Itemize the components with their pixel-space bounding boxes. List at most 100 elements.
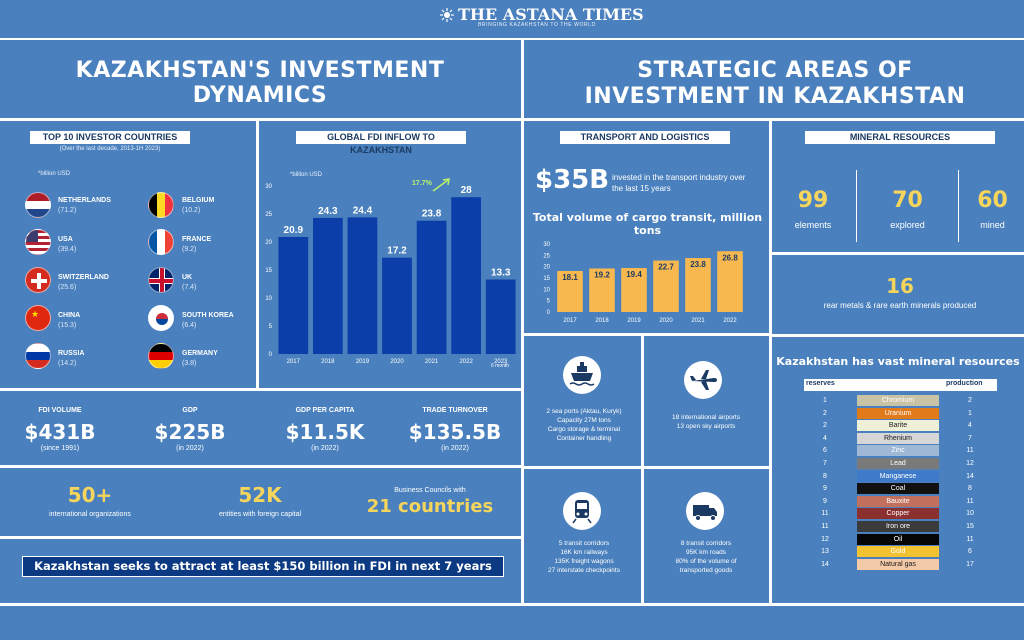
reserves-rank: 11: [821, 523, 829, 530]
air-line-1: 13 open sky airports: [676, 423, 736, 430]
road-text: 8 transit corridors 95K km roads 80% of …: [646, 539, 766, 575]
y-tick-label: 30: [543, 242, 550, 248]
mineral-name: Copper: [857, 508, 939, 520]
left-title-underline: [0, 118, 521, 121]
right-title: STRATEGIC AREAS OF INVESTMENT IN KAZAKHS…: [584, 58, 966, 109]
bar: [621, 268, 647, 312]
production-rank: 14: [966, 472, 974, 480]
investor-name-5: BELGIUM: [182, 197, 215, 204]
y-tick-label: 15: [265, 268, 272, 274]
transport-right-border: [769, 121, 772, 603]
rail-line-3: 27 interstate checkpoints: [548, 567, 620, 574]
investor-value-5: (10.2): [182, 207, 201, 214]
y-tick-label: 25: [265, 212, 272, 218]
reserves-rank: 13: [821, 548, 829, 556]
truck-icon: [686, 492, 724, 530]
y-tick-label: 5: [547, 299, 551, 305]
mineral-name: Bauxite: [857, 495, 939, 507]
data-label: 13.3: [491, 268, 511, 279]
investors-right-border: [256, 121, 259, 389]
investors-bottom-border: [0, 388, 521, 391]
mineral-name: Barite: [857, 420, 939, 432]
data-label: 19.2: [594, 270, 610, 279]
investor-name-8: SOUTH KOREA: [182, 312, 234, 319]
bar: [717, 251, 743, 312]
data-label: 26.8: [722, 253, 738, 262]
fdi-last-note: 6 month: [491, 363, 510, 369]
data-label: 23.8: [422, 209, 442, 220]
data-label: 19.4: [626, 270, 642, 279]
growth-arrow-icon: [432, 178, 452, 192]
x-tick-label: 2020: [390, 359, 404, 365]
production-rank: 11: [966, 535, 974, 543]
investor-value-7: (7.4): [182, 284, 197, 291]
reserves-rank: 2: [823, 422, 827, 430]
fdi-unit: *billion USD: [290, 172, 323, 178]
rail-line-0: 5 transit corridors: [558, 540, 610, 547]
data-label: 23.8: [690, 260, 706, 269]
bar: [653, 260, 679, 312]
belgium-flag-icon: [148, 192, 174, 218]
y-tick-label: 15: [543, 276, 550, 282]
logistics-row-divider: [524, 466, 769, 469]
investor-value-4: (14.2): [58, 360, 77, 367]
mineral-name: Zinc: [857, 445, 939, 457]
data-label: 24.3: [318, 206, 338, 217]
orgs-c-value: 21 countries: [366, 496, 494, 517]
stat-sub-fdi: (since 1991): [40, 445, 80, 452]
y-tick-label: 0: [547, 310, 551, 316]
france-flag-icon: [148, 229, 174, 255]
y-tick-label: 20: [543, 265, 550, 271]
x-tick-label: 2023: [494, 359, 508, 365]
ports-line-2: Cargo storage & terminal: [547, 426, 621, 433]
investor-name-1: USA: [58, 236, 73, 243]
minerals-a-label: elements: [794, 220, 832, 230]
china-flag-icon: ★: [25, 305, 51, 331]
production-rank: 12: [966, 460, 974, 467]
minerals-c-value: 60: [977, 188, 1008, 213]
investors-unit: *billion USD: [38, 171, 71, 177]
reserves-rank: 11: [821, 510, 829, 518]
x-tick-label: 2017: [287, 359, 301, 365]
bottom-border: [0, 603, 1024, 606]
y-tick-label: 10: [265, 296, 272, 302]
minerals-d-value: 16: [886, 274, 914, 298]
reserves-rank: 7: [823, 460, 827, 467]
mineral-name: Chromium: [857, 395, 939, 406]
stat-label-trade: TRADE TURNOVER: [422, 407, 488, 414]
cargo-title: Total volume of cargo transit, million t…: [532, 211, 763, 237]
minerals-a-value: 99: [797, 188, 829, 213]
fdi-header: GLOBAL FDI INFLOW TO KAZAKHSTAN: [296, 131, 466, 155]
air-line-0: 18 international airports: [672, 414, 740, 421]
stat-sub-gdp: (in 2022): [176, 445, 204, 452]
orgs-a-label: international organizations: [49, 511, 131, 518]
bar: [485, 279, 516, 354]
bar: [557, 270, 583, 312]
banner-text: Kazakhstan seeks to attract at least $15…: [34, 559, 492, 573]
production-rank: 8: [968, 485, 972, 493]
data-label: 17.2: [387, 246, 407, 257]
ship-icon: [563, 356, 601, 394]
masthead-title: THE ASTANA TIMES: [458, 5, 644, 24]
x-tick-label: 2021: [425, 359, 439, 365]
minerals-col-div-1: [856, 170, 857, 242]
investors-subheader: (Over the last decade, 2013-1H 2023): [59, 146, 161, 152]
orgs-b-label: entities with foreign capital: [218, 511, 302, 518]
air-text: 18 international airports 13 open sky ai…: [646, 413, 766, 431]
investor-name-9: GERMANY: [182, 350, 218, 357]
logistics-mid-divider: [641, 336, 644, 603]
masthead: THE ASTANA TIMES BRINGING KAZAKHSTAN TO …: [0, 0, 1024, 34]
bar: [451, 197, 482, 354]
bar: [416, 220, 447, 354]
minerals-c-label: mined: [980, 220, 1005, 230]
mineral-name: Rhenium: [857, 432, 939, 444]
road-line-2: 80% of the volume of: [675, 558, 737, 565]
switzerland-flag-icon: [25, 267, 51, 293]
x-tick-label: 2020: [659, 318, 673, 324]
minerals-b-value: 70: [892, 188, 923, 213]
y-tick-label: 10: [543, 287, 550, 293]
banner: Kazakhstan seeks to attract at least $15…: [22, 556, 504, 577]
train-icon: [563, 492, 601, 530]
investor-name-7: UK: [182, 274, 193, 281]
stat-sub-gdp-per-capita: (in 2022): [311, 445, 339, 452]
